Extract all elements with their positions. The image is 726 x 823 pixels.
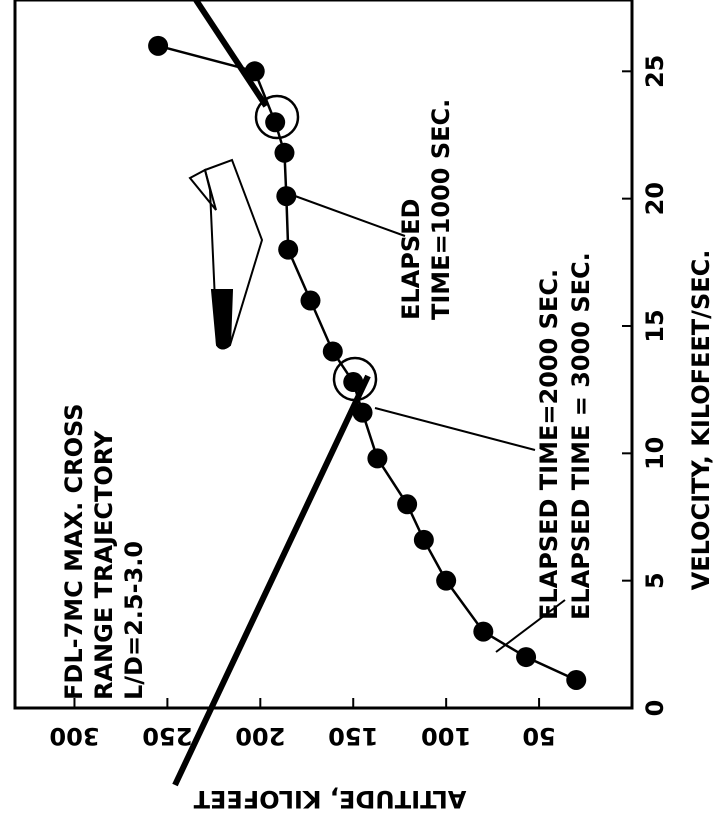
annotation: FDL-7MC MAX. CROSS [60,403,88,700]
data-point [323,341,343,361]
annotation: TIME=1000 SEC. [427,99,455,320]
data-point [367,448,387,468]
x-tick-label: 250 [142,722,192,750]
data-point [276,186,296,206]
data-point [278,240,298,260]
annotation: ELAPSED TIME=2000 SEC. [535,269,563,620]
chart: VELOCITY, KILOFEET/SEC. ALTITUDE, KILOFE… [0,0,726,823]
data-point [343,372,363,392]
annotation: ELAPSED [397,199,425,320]
y-tick-label: 5 [641,572,669,589]
y-tick-label: 15 [641,309,669,342]
y-axis-title: VELOCITY, KILOFEET/SEC. [687,250,715,591]
data-point [300,291,320,311]
data-point [516,647,536,667]
data-point [436,571,456,591]
tangent-line [196,0,266,106]
x-tick-label: 50 [522,722,555,750]
y-tick-label: 25 [641,55,669,88]
data-point [245,61,265,81]
x-tick-label: 200 [235,722,285,750]
x-tick-label: 300 [49,722,99,750]
data-point [274,143,294,163]
data-point [353,403,373,423]
data-point [566,670,586,690]
data-point [473,622,493,642]
data-point [265,112,285,132]
annotation: RANGE TRAJECTORY [90,430,118,700]
y-tick-label: 10 [641,437,669,470]
data-point [414,530,434,550]
x-axis-title: ALTITUDE, KILOFEET [193,785,466,813]
x-tick-label: 150 [328,722,378,750]
data-point [397,494,417,514]
x-tick-label: 100 [421,722,471,750]
annotation: L/D=2.5-3.0 [120,541,148,700]
data-point [148,36,168,56]
annotation: ELAPSED TIME = 3000 SEC. [567,252,595,620]
y-tick-label: 20 [641,182,669,215]
y-tick-label: 0 [641,700,669,717]
glider-icon [190,160,262,349]
